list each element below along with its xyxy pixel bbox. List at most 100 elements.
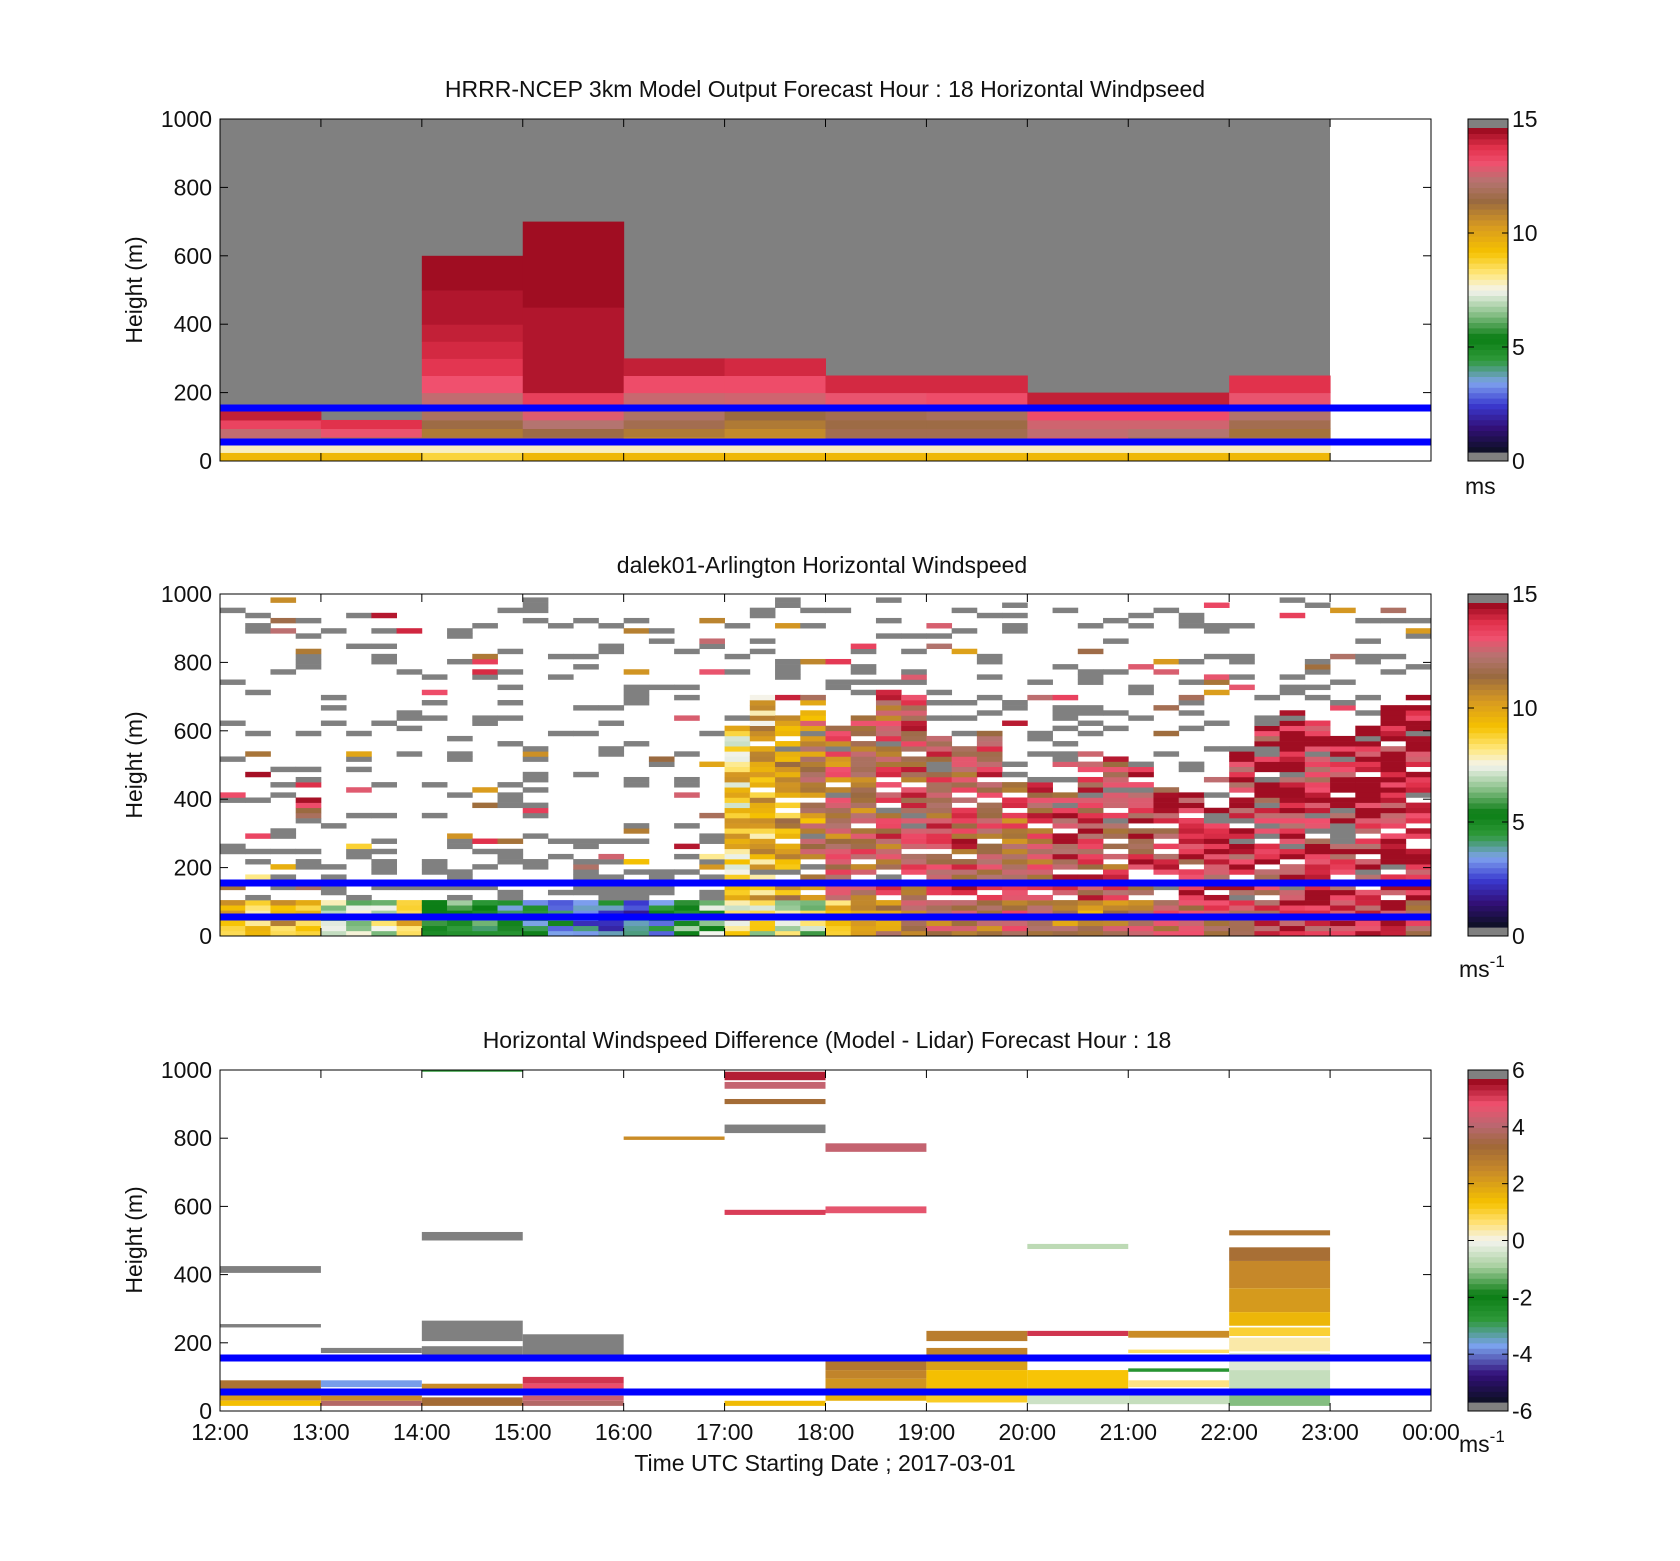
colorbar-tick-label: -6 (1512, 1398, 1532, 1424)
lidar-cell (775, 720, 801, 726)
lidar-cell (1229, 894, 1255, 901)
lidar-cell (775, 746, 801, 752)
lidar-cell (371, 628, 398, 634)
colorbar-segment (1468, 360, 1508, 367)
lidar-cell (1355, 894, 1381, 901)
lidar-cell (1002, 705, 1028, 711)
model-cell-0-4 (220, 419, 322, 430)
lidar-cell (1405, 792, 1431, 798)
lidar-cell (800, 787, 826, 793)
lidar-cell (447, 869, 473, 875)
lidar-cell (1254, 920, 1281, 927)
lidar-cell (598, 838, 625, 844)
lidar-cell (270, 905, 297, 911)
lidar-cell (346, 848, 372, 855)
colorbar-tick-label: 15 (1512, 581, 1538, 607)
diff-band-28 (825, 1206, 927, 1214)
colorbar-segment (1468, 1245, 1508, 1252)
lidar-cell (623, 823, 650, 829)
lidar-cell (1229, 853, 1255, 860)
lidar-cell (1002, 843, 1028, 850)
lidar-cell (1153, 930, 1180, 936)
colorbar-segment (1468, 1084, 1508, 1091)
lidar-cell (850, 720, 877, 726)
model-cell-2-5 (421, 409, 524, 421)
lidar-cell (1405, 930, 1431, 936)
lidar-cell (623, 920, 650, 927)
diff-band-21 (724, 1071, 826, 1081)
lidar-cell (1128, 925, 1154, 932)
lidar-cell (421, 905, 448, 911)
lidar-cell (1355, 730, 1381, 737)
lidar-cell (447, 884, 473, 891)
lidar-cell (472, 653, 498, 660)
lidar-cell (775, 771, 801, 778)
lidar-cell (522, 607, 549, 614)
lidar-cell (1355, 838, 1381, 844)
lidar-cell (749, 756, 776, 762)
colorbar-segment (1468, 819, 1508, 825)
lidar-cell (1405, 782, 1431, 788)
lidar-cell (1153, 658, 1180, 665)
lidar-cell (1178, 818, 1205, 824)
lidar-cell (1405, 874, 1431, 880)
lidar-cell (447, 751, 473, 757)
lidar-cell (775, 751, 801, 757)
lidar-cell (371, 720, 398, 726)
lidar-cell (875, 848, 902, 855)
lidar-cell (1027, 787, 1053, 793)
lidar-cell (875, 720, 902, 726)
model-cell-4-3 (623, 428, 726, 438)
lidar-cell (1027, 930, 1053, 936)
lidar-cell (1405, 730, 1431, 737)
lidar-cell (1203, 900, 1230, 906)
lidar-cell (724, 812, 751, 819)
lidar-cell (1128, 833, 1154, 839)
lidar-cell (1330, 859, 1356, 865)
lidar-cell (270, 617, 297, 624)
lidar-cell (926, 643, 953, 650)
lidar-cell (1330, 823, 1356, 829)
colorbar-segment (1468, 1240, 1508, 1247)
lidar-cell (850, 828, 877, 834)
lidar-cell (749, 797, 776, 803)
lidar-cell (1405, 807, 1431, 814)
lidar-cell (346, 787, 372, 793)
lidar-cell (1405, 828, 1431, 834)
lidar-cell (749, 894, 776, 901)
lidar-cell (1103, 761, 1129, 768)
lidar-cell (497, 715, 524, 721)
lidar-cell (724, 725, 751, 732)
lidar-cell (1330, 920, 1356, 927)
lidar-cell (1052, 853, 1079, 860)
lidar-cell (1254, 792, 1281, 798)
lidar-cell (775, 802, 801, 809)
lidar-cell (1380, 889, 1407, 896)
lidar-cell (220, 920, 246, 927)
lidar-cell (1153, 787, 1180, 793)
lidar-cell (749, 807, 776, 814)
lidar-cell (699, 730, 725, 737)
lidar-cell (825, 864, 852, 870)
lidar-cell (1355, 889, 1381, 896)
lidar-cell (547, 930, 574, 936)
lidar-cell (623, 869, 650, 875)
lidar-cell (749, 843, 776, 850)
lidar-cell (1405, 802, 1431, 809)
lidar-cell (1304, 910, 1331, 916)
lidar-cell (724, 828, 751, 834)
colorbar-segment (1468, 775, 1508, 782)
lidar-cell (320, 628, 347, 634)
ytick-label: 200 (174, 855, 212, 881)
lidar-cell (598, 746, 625, 752)
lidar-cell (875, 710, 902, 716)
colorbar-segment (1468, 408, 1508, 415)
lidar-cell (1178, 869, 1205, 875)
lidar-cell (1178, 792, 1205, 798)
lidar-cell (749, 792, 776, 798)
lidar-cell (371, 930, 398, 936)
lidar-cell (1405, 776, 1431, 783)
lidar-cell (1355, 797, 1381, 803)
lidar-cell (901, 792, 927, 798)
lidar-cell (926, 700, 953, 706)
